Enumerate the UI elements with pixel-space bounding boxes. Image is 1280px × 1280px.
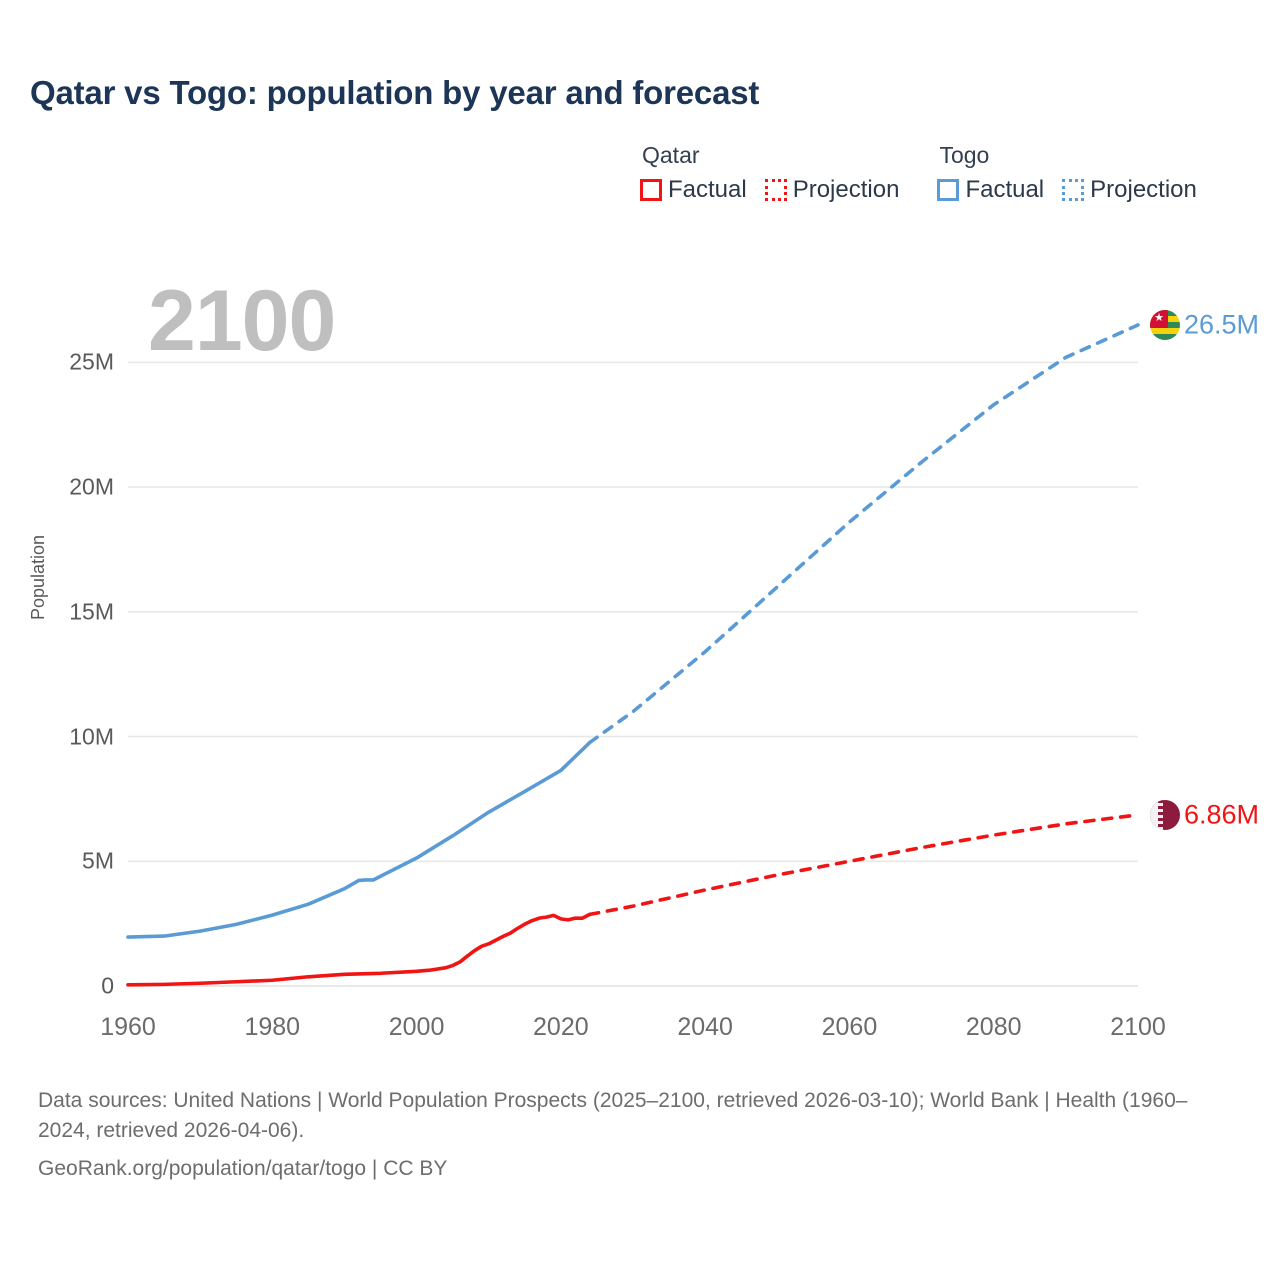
x-tick-label: 1960 <box>100 1013 156 1041</box>
legend-label-togo-projection: Projection <box>1090 176 1197 203</box>
star-icon: ★ <box>1154 312 1164 325</box>
endpoint-label-qatar: 6.86M <box>1184 799 1260 830</box>
legend-swatch-qatar-factual <box>640 179 662 201</box>
togo-flag-icon: ★ <box>1150 309 1180 340</box>
x-tick-label: 2000 <box>388 1013 445 1041</box>
y-tick-label: 5M <box>82 847 114 874</box>
footer-data-sources: Data sources: United Nations | World Pop… <box>38 1089 1188 1143</box>
y-tick-label: 15M <box>69 598 114 625</box>
y-tick-label: 25M <box>69 348 114 375</box>
y-tick-label: 10M <box>69 723 114 750</box>
legend-swatch-qatar-projection <box>764 179 787 201</box>
legend-group-qatar: Qatar Factual Projection <box>640 142 899 204</box>
series-line-togo-projection <box>587 323 1140 745</box>
qatar-flag-hoist <box>1150 799 1161 830</box>
watermark-year: 2100 <box>148 273 336 369</box>
series-line-qatar-projection <box>587 813 1140 917</box>
legend-label-togo-factual: Factual <box>965 176 1045 203</box>
page-title: Qatar vs Togo: population by year and fo… <box>30 74 760 111</box>
endpoint-label-togo: 26.5M <box>1184 309 1260 340</box>
y-tick-label: 0 <box>101 972 114 999</box>
legend-group-togo: Togo Factual Projection <box>937 142 1197 204</box>
x-tick-label: 1980 <box>244 1013 301 1041</box>
x-tick-label: 2020 <box>533 1013 589 1041</box>
legend-label-qatar-factual: Factual <box>668 176 747 203</box>
y-axis-title: Population <box>28 534 48 620</box>
series-line-togo-factual <box>126 740 592 939</box>
legend-entry-togo-factual[interactable]: Factual <box>937 176 1044 204</box>
series-line-qatar-factual <box>126 912 592 987</box>
x-tick-label: 2060 <box>821 1013 878 1041</box>
legend-swatch-togo-projection <box>1062 179 1085 201</box>
chart-legend: Qatar Factual Projection Togo Factual <box>640 142 1197 204</box>
legend-group-title-qatar: Qatar <box>642 142 700 168</box>
x-tick-label: 2100 <box>1110 1013 1166 1041</box>
legend-swatch-togo-factual <box>937 179 960 201</box>
legend-entry-togo-projection[interactable]: Projection <box>1062 176 1197 204</box>
x-tick-label: 2040 <box>677 1013 733 1041</box>
legend-entry-qatar-factual[interactable]: Factual <box>640 176 747 204</box>
chart-footer: Data sources: United Nations | World Pop… <box>38 1086 1238 1184</box>
chart-series-lines <box>126 323 1140 987</box>
y-tick-label: 20M <box>69 473 114 500</box>
footer-attribution: GeoRank.org/population/qatar/togo | CC B… <box>38 1156 448 1180</box>
togo-flag-canton: ★ <box>1150 309 1168 328</box>
legend-group-title-togo: Togo <box>939 142 990 168</box>
legend-label-qatar-projection: Projection <box>792 176 900 203</box>
legend-entry-qatar-projection[interactable]: Projection <box>764 176 900 204</box>
chart-gridlines <box>128 361 1138 987</box>
x-tick-label: 2080 <box>965 1013 1022 1041</box>
qatar-flag-serration <box>1158 799 1163 830</box>
qatar-flag-icon <box>1150 799 1180 830</box>
